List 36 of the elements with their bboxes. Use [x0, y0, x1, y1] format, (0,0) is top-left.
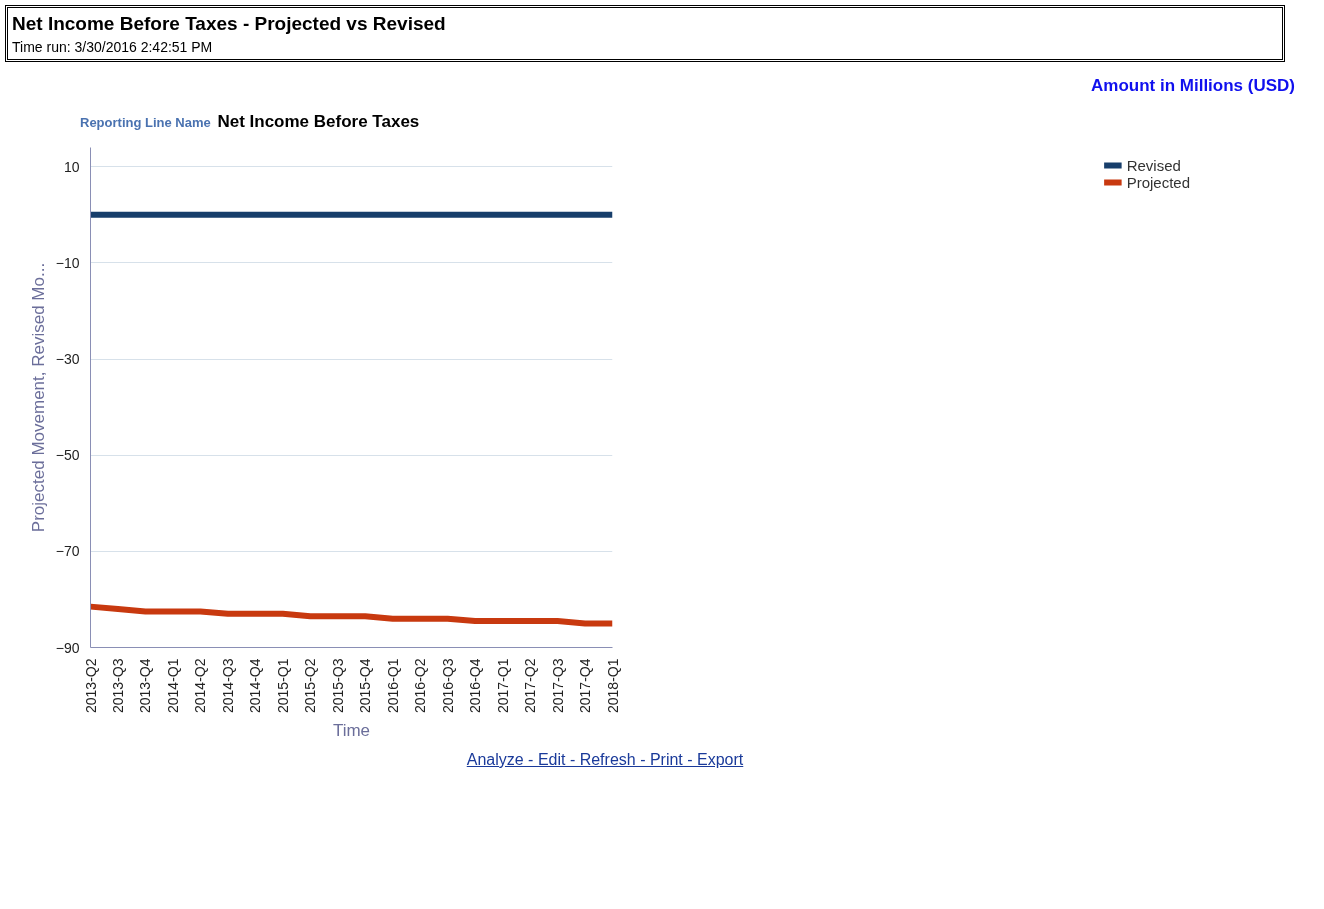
y-tick-label: −30 — [55, 350, 80, 367]
x-tick-label: 2017-Q2 — [522, 657, 539, 713]
x-axis-title: Time — [332, 720, 371, 740]
x-tick-label: 2013-Q2 — [82, 657, 99, 713]
x-tick-label: 2013-Q4 — [137, 657, 154, 713]
x-tick-label: 2014-Q3 — [219, 657, 236, 713]
text: Reporting Line Name — [80, 115, 211, 131]
y-tick-label: −10 — [55, 254, 80, 271]
x-tick-label: 2016-Q1 — [384, 657, 401, 713]
x-tick-label: 2016-Q3 — [439, 657, 456, 713]
legend-label: Revised — [1126, 156, 1181, 174]
x-tick-label: 2015-Q2 — [302, 657, 319, 713]
x-tick-label: 2017-Q1 — [494, 657, 511, 713]
y-axis-title: Projected Movement, Revised Mo... — [28, 262, 48, 532]
x-tick-label: 2014-Q2 — [192, 657, 209, 713]
chart-subtitle: Time run: 3/30/2016 2:42:51 PM — [12, 38, 214, 58]
x-tick-label: 2015-Q3 — [329, 657, 346, 713]
x-tick-label: 2016-Q2 — [412, 657, 429, 713]
text: Amount in Millions (USD) — [1090, 75, 1295, 98]
x-tick-label: 2017-Q3 — [549, 657, 566, 713]
text: Net Income Before Taxes — [217, 112, 420, 132]
text: Analyze - Edit - Refresh - Print - Export — [465, 749, 745, 770]
y-tick-label: −90 — [55, 639, 80, 656]
y-tick-label: −70 — [55, 543, 80, 560]
y-tick-label: 10 — [63, 158, 80, 175]
x-tick-label: 2014-Q4 — [247, 657, 264, 713]
x-tick-label: 2014-Q1 — [164, 657, 181, 713]
y-tick-label: −50 — [55, 446, 80, 463]
x-tick-label: 2013-Q3 — [109, 657, 126, 713]
x-tick-label: 2017-Q4 — [577, 657, 594, 713]
x-tick-label: 2016-Q4 — [467, 657, 484, 713]
x-tick-label: 2015-Q1 — [274, 657, 291, 713]
legend-label: Projected — [1126, 173, 1190, 191]
chart-title: Net Income Before Taxes - Projected vs Revised — [12, 12, 447, 36]
x-tick-label: 2015-Q4 — [357, 657, 374, 713]
x-tick-label: 2018-Q1 — [604, 657, 621, 713]
